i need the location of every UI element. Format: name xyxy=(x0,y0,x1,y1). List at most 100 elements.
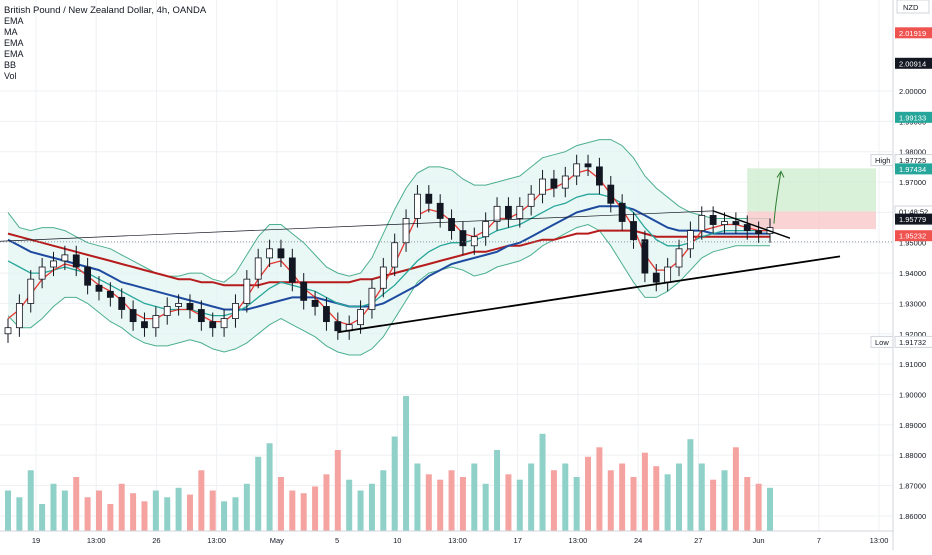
price-label: 1.97725 xyxy=(899,156,926,165)
volume-bar xyxy=(277,477,284,531)
candle-body xyxy=(300,281,308,301)
price-tag-bg xyxy=(870,335,894,348)
price-label: 1.95232 xyxy=(899,232,926,241)
candle-body xyxy=(186,303,194,310)
volume-bar xyxy=(198,470,205,531)
candle-body xyxy=(141,321,148,329)
volume-bar xyxy=(471,463,478,531)
indicator-ema-3[interactable]: EMA xyxy=(4,49,24,59)
candle-body xyxy=(573,163,581,177)
price-label-bg xyxy=(895,213,932,225)
price-label: 1.99133 xyxy=(899,113,926,122)
volume-bar xyxy=(562,463,569,531)
y-tick-label: 1.97000 xyxy=(899,178,926,187)
volume-bar xyxy=(425,474,432,531)
y-tick-label: 1.95000 xyxy=(899,239,926,248)
y-tick-label: 1.87000 xyxy=(899,481,926,490)
price-label-bg xyxy=(895,27,932,39)
volume-bar xyxy=(141,501,148,531)
candle-body xyxy=(209,321,217,329)
y-tick-label: 1.92000 xyxy=(899,330,926,339)
target-zone xyxy=(747,168,876,212)
volume-bar xyxy=(130,493,137,531)
candle-body xyxy=(323,306,330,323)
price-label: 2.00914 xyxy=(899,59,926,68)
volume-bar xyxy=(300,493,307,531)
volume-bar xyxy=(596,447,603,531)
volume-bar xyxy=(164,497,171,531)
price-label: 2.01919 xyxy=(899,29,926,38)
volume-bar xyxy=(528,463,535,531)
x-tick-label: 24 xyxy=(634,536,642,545)
candle-body xyxy=(50,260,57,268)
candle-body xyxy=(254,257,262,280)
candle-body xyxy=(61,254,69,262)
volume-bar xyxy=(368,483,375,531)
volume-bar xyxy=(619,463,626,531)
volume-bar xyxy=(84,497,91,531)
volume-bar xyxy=(186,494,193,531)
candle-body xyxy=(379,266,387,289)
candle-body xyxy=(698,215,706,232)
volume-bar xyxy=(61,490,68,531)
volume-bar xyxy=(767,487,773,531)
candle-body xyxy=(709,215,717,225)
candle-body xyxy=(607,184,615,204)
y-tick-label: 1.98000 xyxy=(899,148,926,157)
volume-bar xyxy=(494,450,501,531)
volume-bar xyxy=(323,474,330,531)
candle-body xyxy=(175,303,182,307)
volume-bar xyxy=(664,474,671,531)
candle-body xyxy=(72,254,80,268)
volume-bar xyxy=(414,463,421,531)
volume-bar xyxy=(505,474,512,531)
currency-badge xyxy=(896,0,930,14)
y-tick-label: 2.00000 xyxy=(899,87,926,96)
price-label-bg xyxy=(895,230,932,242)
bb-lower-line xyxy=(7,223,770,356)
volume-bar xyxy=(380,470,387,531)
candle-body xyxy=(288,257,296,283)
currency-label: NZD xyxy=(903,3,919,12)
candle-body xyxy=(266,248,273,259)
projection-arrow xyxy=(773,171,782,224)
price-label-bg xyxy=(894,335,932,348)
x-tick-label: 17 xyxy=(514,536,522,545)
x-tick-label: 5 xyxy=(335,536,339,545)
candle-body xyxy=(197,309,205,323)
y-tick-label: 1.90000 xyxy=(899,390,926,399)
candle-body xyxy=(27,278,35,304)
candle-body xyxy=(402,218,410,244)
candle-body xyxy=(675,248,683,268)
volume-bar xyxy=(459,477,466,531)
volume-bar xyxy=(5,490,11,531)
stop-zone xyxy=(747,211,876,230)
grid-lines xyxy=(0,0,893,531)
volume-bar xyxy=(573,477,580,531)
ema-mid-line xyxy=(7,193,770,317)
x-tick-label: 26 xyxy=(152,536,160,545)
bb-upper-line xyxy=(7,139,770,283)
indicator-ma[interactable]: MA xyxy=(4,27,18,37)
candle-body xyxy=(584,163,592,168)
volume-bar xyxy=(391,436,398,531)
indicator-bb[interactable]: BB xyxy=(4,60,17,70)
candle-body xyxy=(482,221,490,238)
indicator-ema-1[interactable]: EMA xyxy=(4,16,24,26)
price-label-bg xyxy=(895,57,932,69)
bb-fill xyxy=(8,139,770,356)
indicator-vol[interactable]: Vol xyxy=(4,71,17,81)
symbol-title[interactable]: British Pound / New Zealand Dollar, 4h, … xyxy=(4,5,207,16)
candle-body xyxy=(686,230,694,250)
x-tick-label: 13:00 xyxy=(87,536,106,545)
indicator-ema-2[interactable]: EMA xyxy=(4,38,24,48)
ma-slow-line xyxy=(7,205,770,311)
candle-body xyxy=(561,175,569,189)
volume-bar xyxy=(482,483,489,531)
y-tick-label: 1.88000 xyxy=(899,451,926,460)
candle-body xyxy=(220,318,228,329)
volume-bar xyxy=(289,490,296,531)
volume-bar xyxy=(255,456,262,531)
